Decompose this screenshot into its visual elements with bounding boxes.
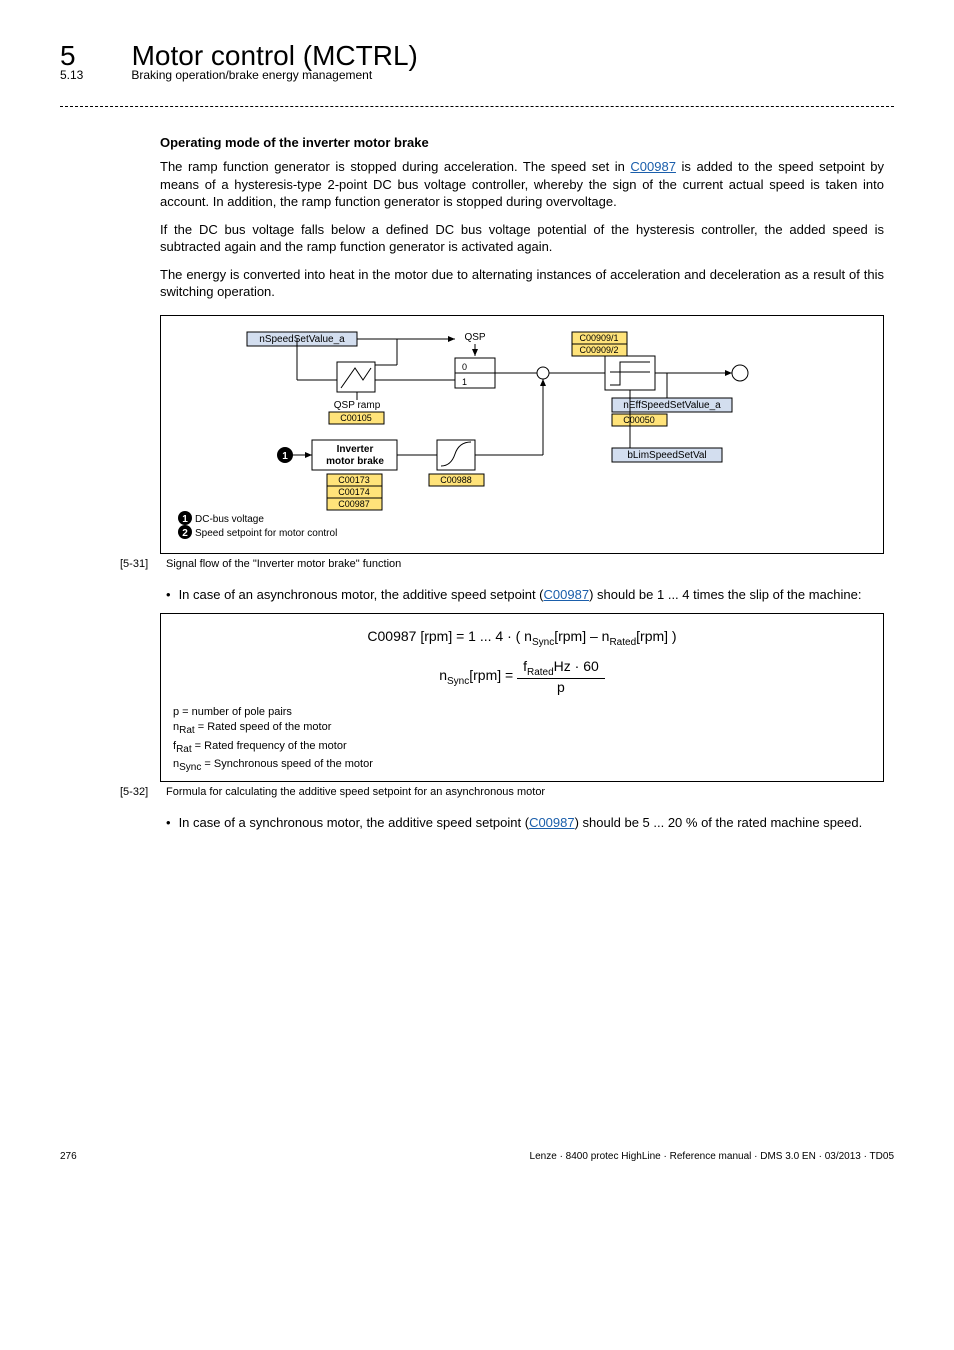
footer-text: Lenze · 8400 protec HighLine · Reference… — [530, 1151, 894, 1162]
svg-text:Speed setpoint for motor contr: Speed setpoint for motor control — [195, 528, 337, 539]
svg-text:0: 0 — [462, 362, 467, 372]
paragraph-3: The energy is converted into heat in the… — [160, 266, 884, 301]
svg-text:motor brake: motor brake — [326, 456, 384, 467]
def-nrat: nRat = Rated speed of the motor — [173, 720, 871, 738]
svg-text:bLimSpeedSetVal: bLimSpeedSetVal — [627, 450, 706, 461]
svg-text:C00173: C00173 — [338, 475, 370, 485]
page-footer: 276 Lenze · 8400 protec HighLine · Refer… — [60, 1151, 894, 1162]
bullet-text-2: In case of a synchronous motor, the addi… — [179, 814, 863, 832]
svg-text:C00988: C00988 — [440, 475, 472, 485]
def-nsync: nSync = Synchronous speed of the motor — [173, 757, 871, 775]
caption-tag: [5-31] — [120, 558, 154, 570]
formula-line-1: C00987 [rpm] = 1 ... 4 · ( nSync[rpm] – … — [173, 628, 871, 648]
fraction: fRatedHz · 60 p — [517, 658, 605, 695]
bullet-async: • In case of an asynchronous motor, the … — [160, 586, 884, 604]
svg-text:C00909/1: C00909/1 — [579, 333, 618, 343]
p1-text-a: The ramp function generator is stopped d… — [160, 159, 630, 174]
bullet-dot: • — [166, 586, 171, 604]
svg-text:1: 1 — [282, 451, 288, 462]
link-c00987-2[interactable]: C00987 — [544, 587, 590, 602]
bullet-dot-2: • — [166, 814, 171, 832]
formula-line-2: nSync[rpm] = fRatedHz · 60 p — [173, 658, 871, 695]
bullet-sync: • In case of a synchronous motor, the ad… — [160, 814, 884, 832]
svg-text:2: 2 — [737, 369, 743, 380]
section-heading: Operating mode of the inverter motor bra… — [160, 135, 884, 150]
caption-text-2: Formula for calculating the additive spe… — [166, 786, 545, 798]
svg-text:C00174: C00174 — [338, 487, 370, 497]
caption-tag-2: [5-32] — [120, 786, 154, 798]
formula-definitions: p = number of pole pairs nRat = Rated sp… — [173, 705, 871, 775]
svg-text:C00105: C00105 — [340, 413, 372, 423]
svg-text:nEffSpeedSetValue_a: nEffSpeedSetValue_a — [623, 400, 721, 411]
svg-text:QSP ramp: QSP ramp — [334, 400, 381, 411]
link-c00987-3[interactable]: C00987 — [529, 815, 575, 830]
page-number: 276 — [60, 1151, 77, 1162]
signal-flow-diagram: nSpeedSetValue_a QSP 0 1 C00909/1 C00909… — [160, 315, 884, 554]
svg-text:C00050: C00050 — [623, 415, 655, 425]
svg-text:QSP: QSP — [464, 332, 485, 343]
caption-5-32: [5-32] Formula for calculating the addit… — [120, 786, 884, 798]
svg-text:C00987: C00987 — [338, 499, 370, 509]
svg-text:nSpeedSetValue_a: nSpeedSetValue_a — [259, 334, 345, 345]
formula-box: C00987 [rpm] = 1 ... 4 · ( nSync[rpm] – … — [160, 613, 884, 782]
paragraph-2: If the DC bus voltage falls below a defi… — [160, 221, 884, 256]
main-content: Operating mode of the inverter motor bra… — [160, 135, 884, 831]
svg-text:2: 2 — [182, 528, 188, 539]
diagram-svg: nSpeedSetValue_a QSP 0 1 C00909/1 C00909… — [177, 330, 857, 540]
svg-text:DC-bus voltage: DC-bus voltage — [195, 514, 264, 525]
svg-text:1: 1 — [182, 514, 188, 525]
paragraph-1: The ramp function generator is stopped d… — [160, 158, 884, 211]
caption-5-31: [5-31] Signal flow of the "Inverter moto… — [120, 558, 884, 570]
svg-text:Inverter: Inverter — [337, 444, 374, 455]
sub-number: 5.13 — [60, 68, 83, 82]
svg-text:C00909/2: C00909/2 — [579, 345, 618, 355]
def-p: p = number of pole pairs — [173, 705, 871, 720]
separator — [60, 106, 894, 107]
def-frat: fRat = Rated frequency of the motor — [173, 739, 871, 757]
sub-title: Braking operation/brake energy managemen… — [131, 68, 372, 82]
link-c00987-1[interactable]: C00987 — [630, 159, 676, 174]
sub-header: 5.13 Braking operation/brake energy mana… — [60, 68, 894, 82]
bullet-text: In case of an asynchronous motor, the ad… — [179, 586, 862, 604]
svg-text:1: 1 — [462, 377, 467, 387]
caption-text: Signal flow of the "Inverter motor brake… — [166, 558, 401, 570]
